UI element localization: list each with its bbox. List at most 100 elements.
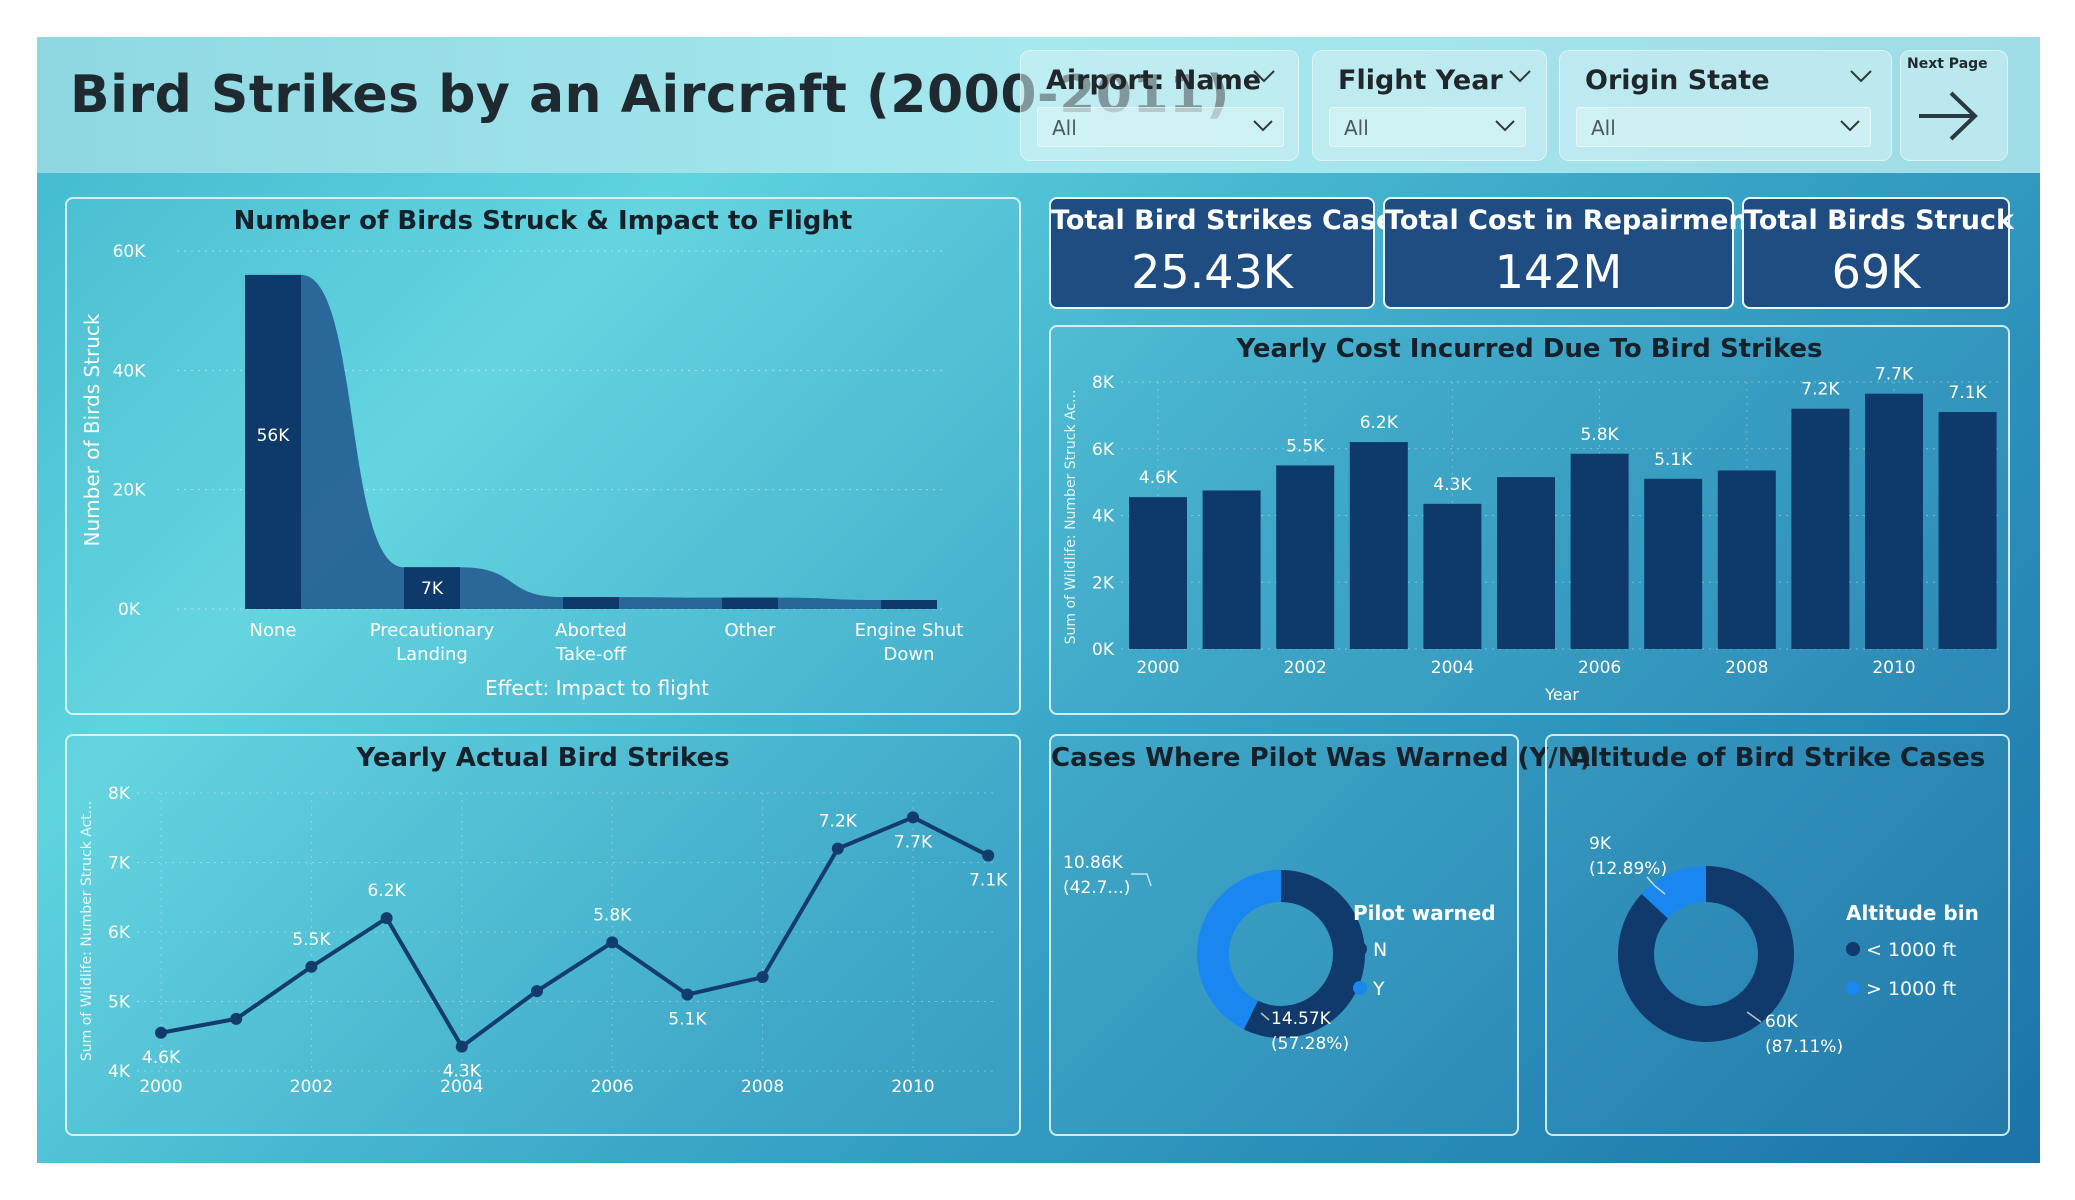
dashboard-canvas: Bird Strikes by an Aircraft (2000-2011) … bbox=[37, 37, 2040, 1163]
kpi-total-birds-struck: Total Birds Struck 69K bbox=[1742, 197, 2014, 309]
slice-value-label: 10.86K bbox=[1063, 853, 1124, 873]
yearly-cost-chart: 0K 2K 4K 6K 8K 4.6K 5.5K 6.2K 4.3K 5.8K 5.1K 7.2K 7.… bbox=[1063, 365, 2001, 704]
data-point bbox=[681, 988, 694, 1001]
slice-pct-label: (57.28%) bbox=[1271, 1034, 1349, 1054]
data-label: 7.7K bbox=[1875, 365, 1914, 385]
bar bbox=[1202, 490, 1261, 649]
arrow-right-icon bbox=[1919, 91, 1978, 141]
legend-swatch bbox=[1846, 981, 1860, 995]
legend-label: Y bbox=[1372, 978, 1385, 1000]
kpi-value: 142M bbox=[1494, 245, 1623, 299]
data-point bbox=[305, 960, 318, 973]
slicer-value: All bbox=[1052, 116, 1077, 140]
y-tick-label: 8K bbox=[108, 784, 131, 804]
y-tick-label: 0K bbox=[118, 600, 141, 620]
slice-pct-label: (87.11%) bbox=[1765, 1037, 1843, 1057]
y-tick-label: 60K bbox=[113, 242, 147, 262]
chevron-down-icon bbox=[1840, 120, 1860, 132]
x-tick-label: 2004 bbox=[440, 1077, 483, 1097]
airport-name-slicer[interactable]: Airport: Name All bbox=[1020, 50, 1299, 161]
slicer-label: Origin State bbox=[1585, 65, 1770, 96]
bar bbox=[1349, 442, 1408, 649]
kpi-total-cost: Total Cost in Repairments 142M bbox=[1383, 197, 1777, 309]
pilot-warned-panel: Cases Where Pilot Was Warned (Y/N) 14.57… bbox=[1049, 734, 1591, 1136]
x-tick-label: Precautionary Landing bbox=[370, 620, 495, 665]
data-label: 6.2K bbox=[368, 881, 407, 901]
bar bbox=[245, 274, 301, 609]
airport-name-dropdown[interactable]: All bbox=[1037, 107, 1284, 147]
bar bbox=[722, 597, 778, 609]
bar bbox=[1497, 477, 1555, 649]
origin-state-dropdown[interactable]: All bbox=[1576, 107, 1871, 147]
data-label: 6.2K bbox=[1360, 413, 1399, 433]
flight-year-slicer[interactable]: Flight Year All bbox=[1312, 50, 1547, 161]
chevron-down-icon[interactable] bbox=[1850, 69, 1872, 83]
origin-state-slicer[interactable]: Origin State All bbox=[1559, 50, 1892, 161]
altitude-donut: 60K (87.11%) 9K (12.89%) Altitude bin < 1000 … bbox=[1589, 834, 1979, 1057]
slice-value-label: 14.57K bbox=[1271, 1009, 1332, 1029]
impact-chart: 0K 20K 40K 60K 56K None 7K Precautionary Landing… bbox=[80, 242, 963, 700]
legend-swatch bbox=[1353, 942, 1367, 956]
data-label: 5.5K bbox=[292, 930, 331, 950]
data-point bbox=[907, 811, 919, 824]
bar bbox=[1791, 408, 1850, 649]
data-label: 4.3K bbox=[443, 1062, 482, 1082]
donut-slice bbox=[1641, 866, 1706, 919]
x-tick-label: 2000 bbox=[139, 1077, 182, 1097]
bar bbox=[404, 567, 460, 609]
bar bbox=[1717, 470, 1776, 649]
data-label: 7.7K bbox=[894, 832, 933, 852]
data-point bbox=[982, 849, 995, 862]
x-axis-title: Year bbox=[1544, 685, 1579, 704]
data-label: 5.1K bbox=[668, 1010, 707, 1030]
data-point bbox=[756, 971, 769, 984]
yearly-strikes-chart: 4K 5K 6K 7K 8K 2000 2002 2004 2006 2008 2010 4.6K 5.… bbox=[79, 784, 1008, 1097]
data-point bbox=[230, 1012, 243, 1025]
legend-label: < 1000 ft bbox=[1866, 939, 1956, 961]
next-page-button[interactable]: Next Page bbox=[1900, 50, 2008, 161]
leader-line bbox=[1131, 873, 1152, 887]
bar bbox=[1865, 393, 1923, 649]
chart-title: Number of Birds Struck & Impact to Fligh… bbox=[233, 206, 853, 236]
leader-line bbox=[1646, 876, 1666, 895]
y-axis-title: Sum of Wildlife: Number Struck Ac... bbox=[1063, 390, 1079, 645]
legend-swatch bbox=[1846, 942, 1860, 956]
y-tick-label: 4K bbox=[108, 1062, 131, 1082]
series-line bbox=[160, 815, 990, 1049]
chevron-down-icon bbox=[1495, 120, 1515, 132]
y-tick-label: 4K bbox=[1092, 507, 1115, 527]
data-label: 56K bbox=[257, 426, 291, 446]
kpi-value: 69K bbox=[1831, 245, 1921, 299]
bar bbox=[1938, 412, 1997, 649]
kpi-label: Total Birds Struck bbox=[1744, 205, 2014, 236]
yearly-cost-panel: Yearly Cost Incurred Due To Bird Strikes… bbox=[1049, 325, 2010, 715]
chevron-down-icon[interactable] bbox=[1253, 69, 1275, 83]
data-label: 5.1K bbox=[1654, 450, 1693, 470]
legend-swatch bbox=[1353, 981, 1367, 995]
chart-title: Yearly Cost Incurred Due To Bird Strikes bbox=[1236, 334, 1823, 364]
bar bbox=[1423, 503, 1482, 649]
chart-title: Altitude of Bird Strike Cases bbox=[1569, 743, 1986, 773]
chevron-down-icon[interactable] bbox=[1509, 69, 1531, 83]
x-tick-label: 2002 bbox=[290, 1077, 333, 1097]
x-tick-label: 2008 bbox=[741, 1077, 784, 1097]
x-tick-label: 2010 bbox=[1872, 658, 1915, 678]
chart-title: Yearly Actual Bird Strikes bbox=[356, 743, 730, 773]
data-label: 4.3K bbox=[1433, 475, 1472, 495]
y-tick-label: 6K bbox=[108, 923, 131, 943]
flight-year-dropdown[interactable]: All bbox=[1329, 107, 1526, 147]
x-tick-label: None bbox=[250, 620, 297, 641]
y-tick-label: 2K bbox=[1092, 573, 1115, 593]
chevron-down-icon bbox=[1253, 120, 1273, 132]
slicer-value: All bbox=[1591, 116, 1616, 140]
data-point bbox=[531, 985, 543, 998]
donut-slice bbox=[1243, 870, 1365, 1038]
y-tick-label: 7K bbox=[108, 854, 131, 874]
x-tick-label: Other bbox=[724, 620, 776, 641]
x-tick-label: 2006 bbox=[591, 1077, 634, 1097]
y-tick-label: 0K bbox=[1092, 640, 1115, 660]
slicer-label: Flight Year bbox=[1338, 65, 1503, 96]
y-tick-label: 8K bbox=[1092, 373, 1115, 393]
x-tick-label: 2006 bbox=[1578, 658, 1621, 678]
y-axis-title: Number of Birds Struck bbox=[80, 313, 104, 546]
